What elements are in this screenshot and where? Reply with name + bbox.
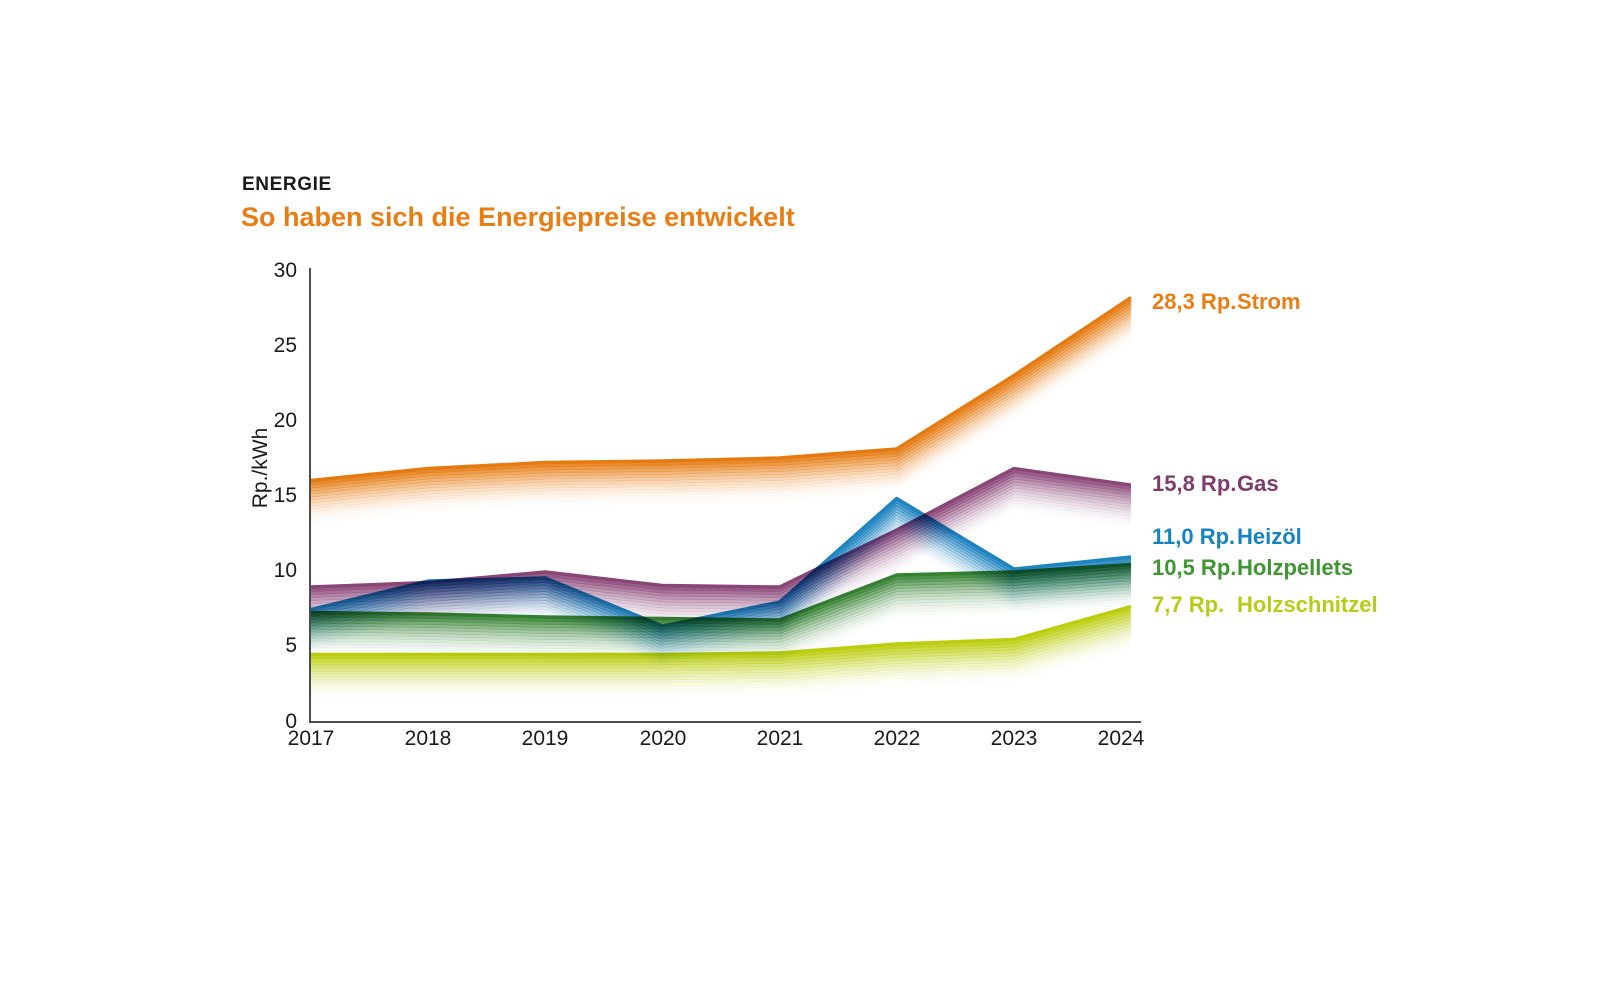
x-tick-2024: 2024 (1097, 727, 1145, 750)
series-band-strip (310, 311, 1132, 498)
series-band-strip (310, 329, 1132, 516)
series-band-strip (310, 565, 1132, 625)
end-value-strom: 28,3 Rp. (1152, 289, 1237, 314)
end-label-heizoel: 11,0 Rp.Heizöl (1152, 523, 1302, 551)
series-band-strip (310, 583, 1132, 643)
end-value-holzpellets: 10,5 Rp. (1152, 555, 1237, 580)
series-band-strip (310, 571, 1132, 631)
section-kicker: ENERGIE (242, 174, 332, 195)
series-band-strip (310, 320, 1132, 507)
series-band-strip (310, 589, 1132, 649)
y-tick-15: 15 (273, 484, 297, 507)
end-label-strom: 28,3 Rp.Strom (1152, 288, 1301, 316)
series-band-strip (310, 317, 1132, 504)
end-label-gas: 15,8 Rp.Gas (1152, 470, 1279, 498)
series-band-strip (311, 619, 1132, 672)
series-band-strip (310, 592, 1132, 652)
x-tick-2020: 2020 (639, 727, 687, 750)
x-tick-2019: 2019 (521, 727, 569, 750)
series-band-strip (311, 607, 1132, 660)
end-value-gas: 15,8 Rp. (1152, 471, 1237, 496)
series-band-strip (310, 562, 1132, 622)
y-tick-30: 30 (273, 259, 297, 282)
series-band-strip (310, 332, 1132, 519)
series-band-strip (311, 622, 1132, 675)
end-name-holzschnitzel: Holzschnitzel (1237, 592, 1378, 617)
series-band-strip (310, 580, 1132, 640)
series-band-strip (311, 613, 1132, 666)
page-title: So haben sich die Energiepreise entwicke… (241, 202, 795, 232)
series-band-strip (310, 323, 1132, 510)
end-name-strom: Strom (1237, 289, 1301, 314)
x-tick-2021: 2021 (756, 727, 804, 750)
series-band-strip (310, 574, 1132, 634)
x-tick-2018: 2018 (404, 727, 452, 750)
end-name-heizoel: Heizöl (1237, 524, 1302, 549)
x-tick-2022: 2022 (873, 727, 921, 750)
series-holzschnitzel (311, 604, 1132, 693)
series-band-strip (311, 634, 1132, 687)
series-band-strip (311, 610, 1132, 663)
series-band-strip (310, 305, 1132, 492)
end-value-heizoel: 11,0 Rp. (1152, 524, 1236, 549)
series-band-strip (310, 302, 1132, 489)
series-band-strip (311, 631, 1132, 684)
y-tick-5: 5 (285, 634, 297, 657)
series-band-strip (311, 616, 1132, 669)
series-band-strip (310, 296, 1132, 483)
y-tick-20: 20 (273, 409, 297, 432)
y-tick-25: 25 (273, 334, 297, 357)
series-strom (310, 296, 1132, 519)
series-band-strip (310, 299, 1132, 486)
series-band-strip (311, 625, 1132, 678)
end-name-holzpellets: Holzpellets (1237, 555, 1354, 580)
end-value-holzschnitzel: 7,7 Rp. (1152, 592, 1225, 617)
x-tick-2017: 2017 (287, 727, 335, 750)
end-label-holzpellets: 10,5 Rp.Holzpellets (1152, 554, 1353, 582)
x-tick-2023: 2023 (990, 727, 1038, 750)
series-band-strip (310, 568, 1132, 628)
end-label-holzschnitzel: 7,7 Rp. Holzschnitzel (1152, 591, 1378, 619)
series-band-strip (310, 326, 1132, 513)
series-band-strip (311, 604, 1132, 657)
series-band-strip (310, 496, 1132, 628)
series-band-strip (310, 499, 1132, 631)
series-band-strip (310, 308, 1132, 495)
series-band-strip (310, 586, 1132, 646)
y-tick-10: 10 (273, 559, 297, 582)
series-band-strip (310, 314, 1132, 501)
series-band-strip (310, 577, 1132, 637)
end-name-gas: Gas (1237, 471, 1279, 496)
series-holzpellets (310, 562, 1132, 658)
series-band-strip (311, 628, 1132, 681)
series-layer (310, 296, 1132, 693)
y-tick-0: 0 (285, 710, 297, 733)
series-band-strip (311, 640, 1132, 693)
series-band-strip (311, 637, 1132, 690)
